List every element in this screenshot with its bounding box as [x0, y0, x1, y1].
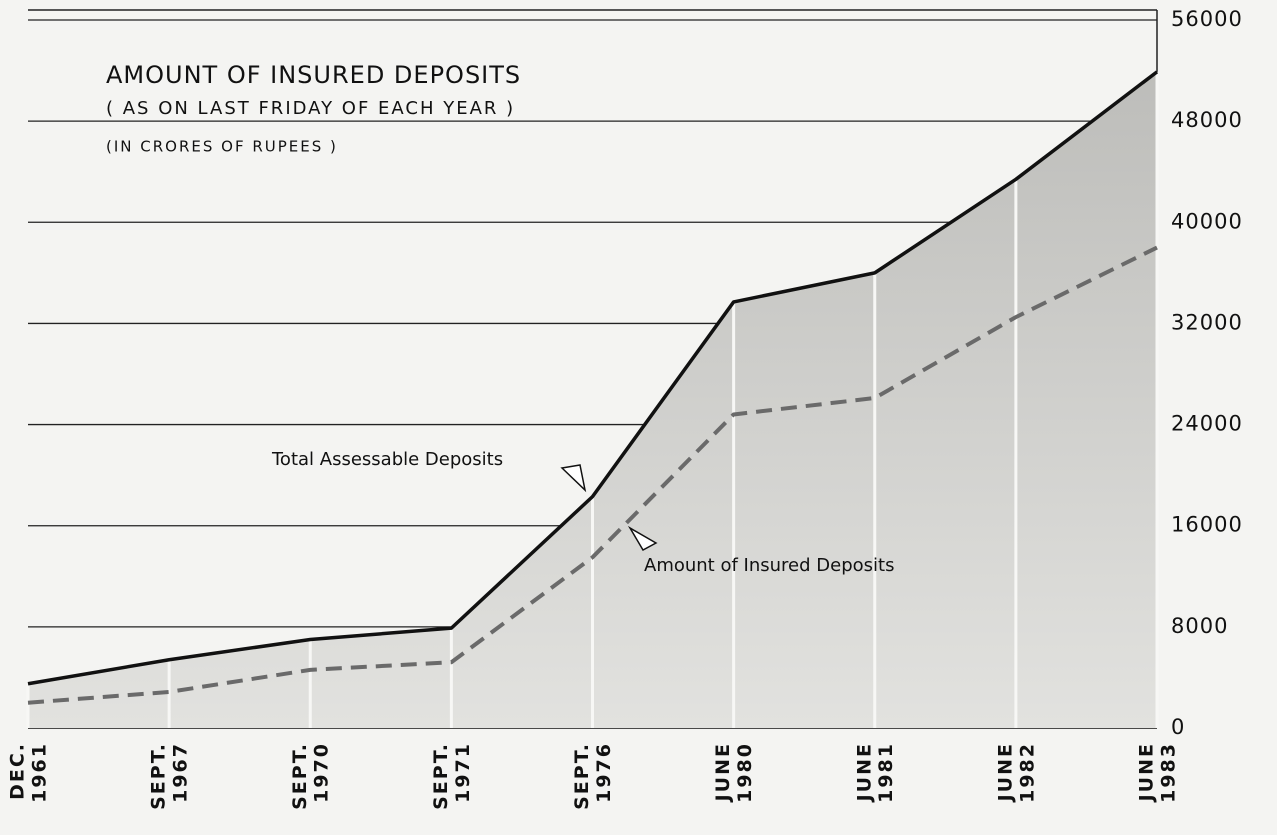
series-line: [27, 245, 1158, 705]
annotation-arrow: [560, 464, 587, 493]
x-tick-label: JUNE1983: [1135, 742, 1179, 803]
x-tick-label: SEPT.1976: [571, 742, 615, 810]
chart-note: (IN CRORES OF RUPEES ): [106, 138, 338, 156]
y-tick-label: 56000: [1171, 7, 1243, 31]
annotation-arrow: [627, 525, 658, 552]
x-tick-label: SEPT.1970: [288, 742, 332, 810]
x-tick-label: DEC.1961: [6, 742, 50, 803]
y-tick-label: 8000: [1171, 614, 1228, 638]
chart-title: AMOUNT OF INSURED DEPOSITS: [106, 61, 521, 89]
y-tick-label: 32000: [1171, 310, 1243, 334]
y-tick-label: 48000: [1171, 108, 1243, 132]
series-annotation: Amount of Insured Deposits: [644, 555, 894, 576]
x-tick-label: SEPT.1967: [147, 742, 191, 810]
chart-subtitle: ( AS ON LAST FRIDAY OF EACH YEAR ): [106, 98, 515, 119]
x-tick-label: SEPT.1971: [429, 742, 473, 810]
plot: [26, 70, 1159, 729]
x-tick-label: JUNE1981: [853, 742, 897, 803]
y-tick-label: 16000: [1171, 513, 1243, 537]
x-tick-label: JUNE1980: [712, 742, 756, 803]
x-tick-label: JUNE1982: [994, 742, 1038, 803]
y-tick-label: 40000: [1171, 209, 1243, 233]
y-tick-label: 0: [1171, 715, 1185, 739]
series-line: [27, 70, 1159, 686]
series-annotation: Total Assessable Deposits: [271, 449, 503, 470]
y-tick-label: 24000: [1171, 412, 1243, 436]
